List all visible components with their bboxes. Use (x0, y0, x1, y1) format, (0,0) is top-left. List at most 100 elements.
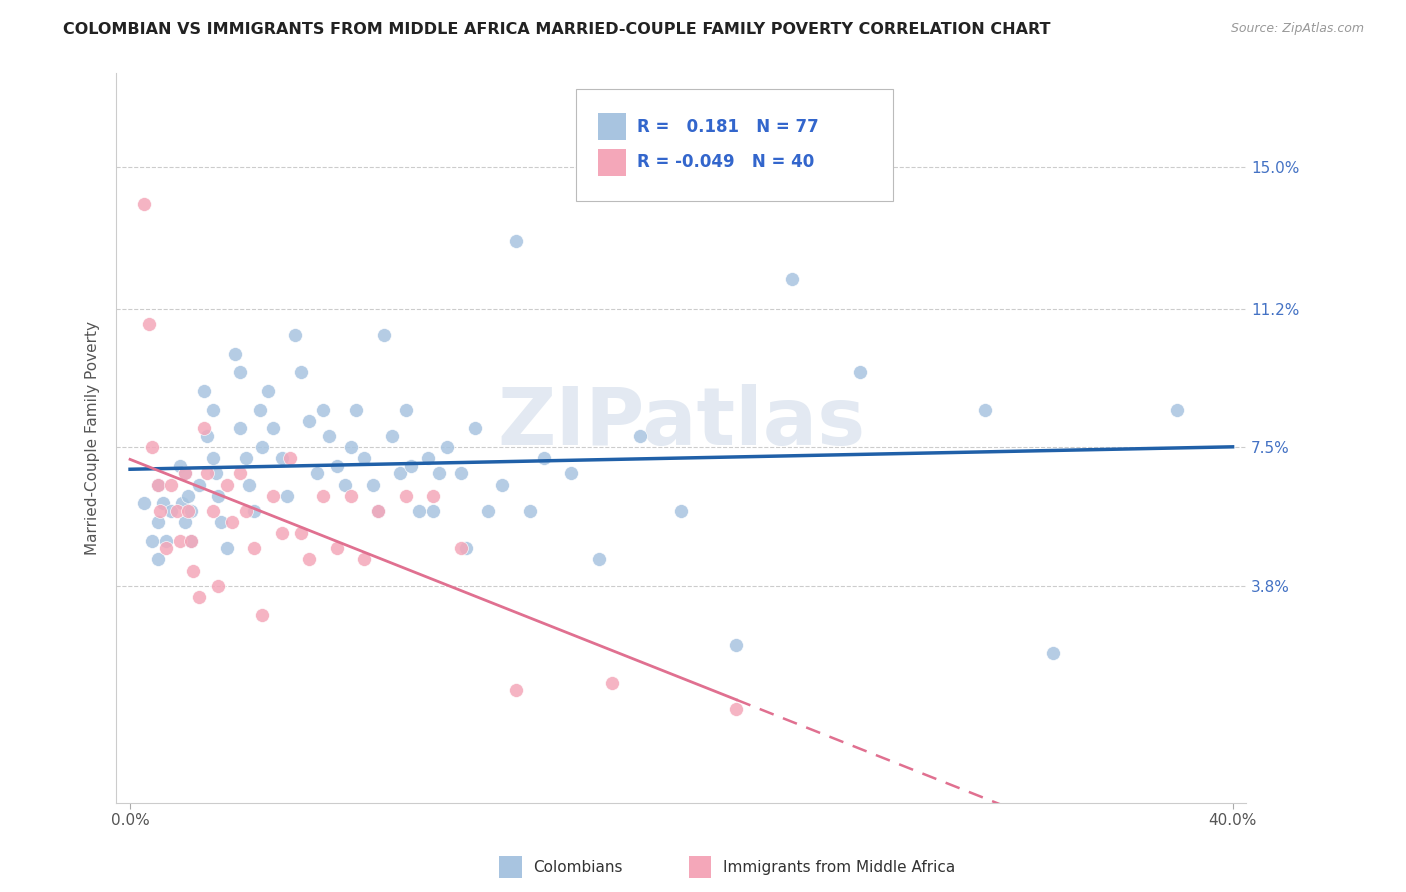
Point (270, 526, 292, 541)
Point (229, 365, 252, 379)
Point (195, 429, 218, 443)
Point (138, 317, 160, 331)
Point (416, 451, 439, 466)
Point (353, 451, 375, 466)
Point (188, 477, 211, 491)
Text: COLOMBIAN VS IMMIGRANTS FROM MIDDLE AFRICA MARRIED-COUPLE FAMILY POVERTY CORRELA: COLOMBIAN VS IMMIGRANTS FROM MIDDLE AFRI… (63, 22, 1050, 37)
Point (169, 458, 191, 473)
Point (298, 552, 321, 566)
Point (193, 384, 215, 398)
Point (188, 590, 211, 604)
Point (344, 402, 367, 417)
Point (174, 467, 197, 481)
Point (276, 489, 298, 503)
Point (464, 421, 486, 435)
Point (132, 496, 155, 510)
Point (252, 608, 274, 623)
Point (408, 504, 430, 518)
Point (141, 440, 163, 454)
Point (207, 489, 229, 503)
Y-axis label: Married-Couple Family Poverty: Married-Couple Family Poverty (86, 321, 100, 555)
Point (395, 489, 418, 503)
Point (235, 451, 257, 466)
Point (180, 504, 202, 518)
Point (238, 477, 260, 491)
Point (381, 429, 404, 443)
Text: Immigrants from Middle Africa: Immigrants from Middle Africa (723, 860, 955, 874)
Point (270, 451, 292, 466)
Point (146, 515, 169, 529)
Point (160, 477, 183, 491)
Point (201, 402, 224, 417)
Point (201, 451, 224, 466)
Text: Source: ZipAtlas.com: Source: ZipAtlas.com (1230, 22, 1364, 36)
Point (427, 467, 450, 481)
Point (152, 496, 174, 510)
Point (132, 197, 155, 211)
Point (353, 552, 375, 566)
Point (201, 504, 224, 518)
Point (326, 541, 349, 555)
Point (204, 467, 226, 481)
Point (229, 421, 252, 435)
Point (177, 489, 200, 503)
Point (141, 533, 163, 548)
Point (257, 384, 280, 398)
Point (395, 402, 418, 417)
Point (422, 504, 444, 518)
Point (399, 458, 422, 473)
Point (361, 477, 384, 491)
Point (333, 477, 356, 491)
Point (149, 504, 172, 518)
Point (671, 504, 693, 518)
Point (215, 541, 238, 555)
Point (450, 467, 472, 481)
Point (180, 533, 202, 548)
Point (177, 504, 200, 518)
Point (155, 541, 177, 555)
Point (243, 541, 266, 555)
Point (973, 402, 995, 417)
Point (519, 504, 541, 518)
Point (780, 271, 803, 285)
Point (1042, 646, 1064, 660)
Point (146, 552, 169, 566)
Text: ZIPatlas: ZIPatlas (498, 384, 866, 462)
Point (312, 402, 335, 417)
Point (422, 489, 444, 503)
Point (1166, 402, 1188, 417)
Point (505, 683, 527, 698)
Point (367, 504, 389, 518)
Point (174, 515, 197, 529)
Point (262, 489, 284, 503)
Point (628, 429, 651, 443)
Point (298, 414, 321, 428)
Point (174, 467, 197, 481)
Point (326, 458, 349, 473)
Point (318, 429, 340, 443)
Point (193, 421, 215, 435)
Point (373, 327, 395, 342)
Point (725, 702, 748, 716)
Point (491, 477, 513, 491)
Point (243, 504, 266, 518)
Point (183, 564, 205, 578)
Point (533, 451, 555, 466)
Point (505, 235, 527, 249)
Point (235, 504, 257, 518)
Point (436, 440, 458, 454)
Point (172, 496, 194, 510)
Point (339, 440, 361, 454)
Point (849, 365, 872, 379)
Point (456, 541, 478, 555)
Point (166, 504, 188, 518)
Point (389, 467, 412, 481)
Point (146, 477, 169, 491)
Point (560, 467, 582, 481)
Point (180, 533, 202, 548)
Point (725, 639, 748, 653)
Point (209, 515, 232, 529)
Point (367, 504, 389, 518)
Point (249, 402, 271, 417)
Point (284, 327, 307, 342)
